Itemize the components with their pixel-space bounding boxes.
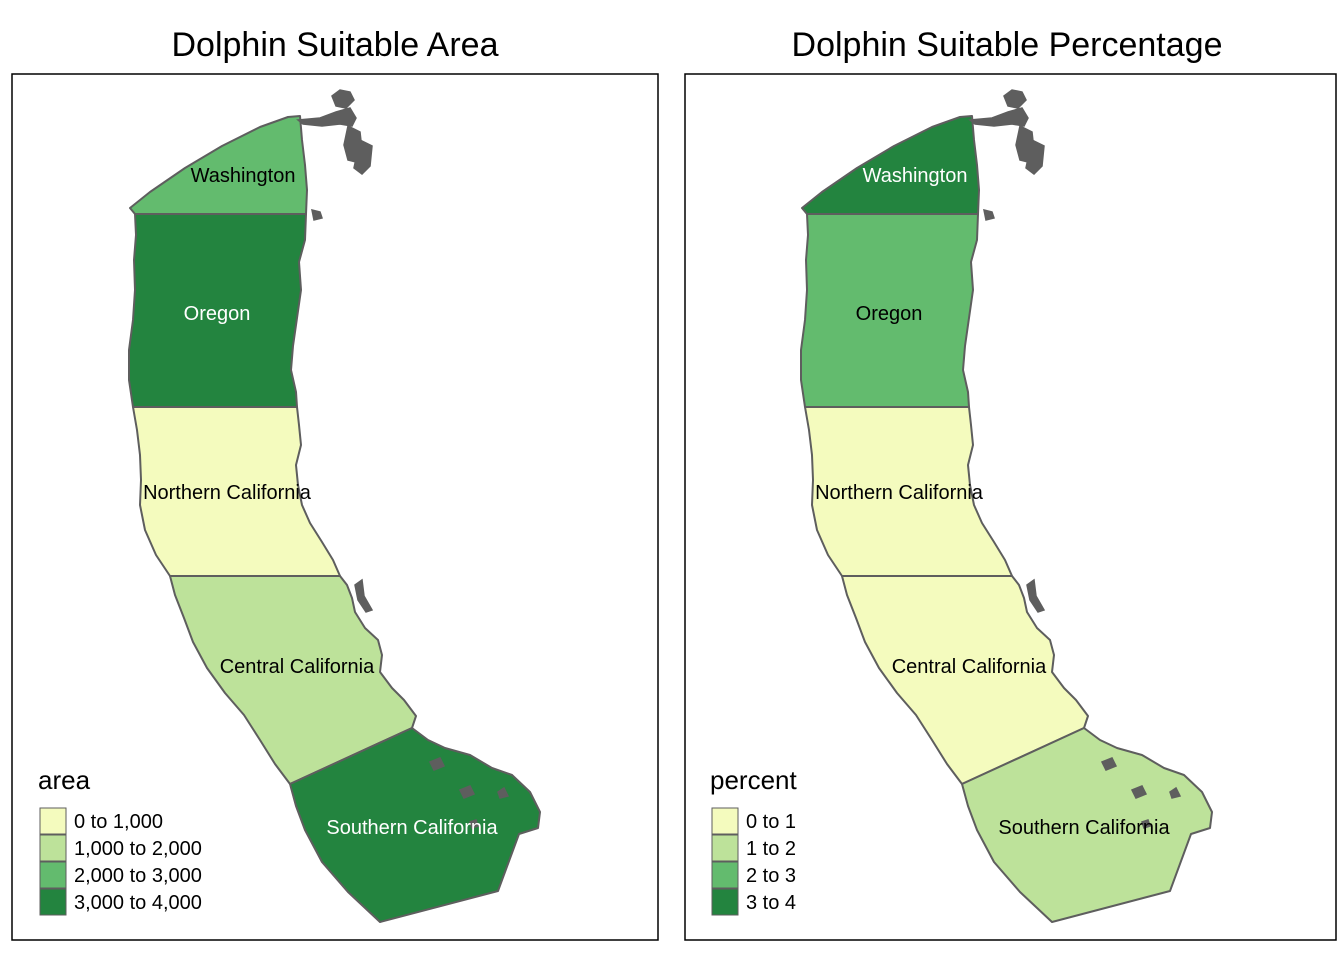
right-map-labels: Washington Oregon Northern California Centr… [815,165,1170,839]
right-map-regions [800,115,1213,923]
right-map-title: Dolphin Suitable Percentage [791,26,1223,64]
region-label-central-california: Central California [220,656,375,678]
legend-swatch [711,834,739,862]
legend-label: 0 to 1,000 [74,811,163,833]
left-map-legend: area 0 to 1,000 1,000 to 2,000 2,000 to 3,… [38,765,202,916]
region-southern-california[interactable] [961,727,1213,923]
legend-swatch [39,834,67,862]
region-label-washington: Washington [863,165,968,187]
legend-label: 3 to 4 [746,892,796,914]
region-northern-california[interactable] [804,406,1013,577]
legend-swatch [711,807,739,835]
legend-label: 2 to 3 [746,865,796,887]
right-map-frame [684,73,1337,941]
left-map-labels: Washington Oregon Northern California Centr… [143,165,498,839]
right-legend-title: percent [710,765,797,795]
legend-swatch [711,888,739,916]
region-label-oregon: Oregon [856,303,923,325]
right-map-panel: Washington Oregon Northern California Centr… [684,73,1337,941]
region-oregon[interactable] [800,213,979,408]
region-label-washington: Washington [191,165,296,187]
region-central-california[interactable] [841,575,1089,785]
region-label-central-california: Central California [892,656,1047,678]
legend-swatch [39,888,67,916]
left-map-title: Dolphin Suitable Area [171,26,499,64]
region-label-northern-california: Northern California [143,482,312,504]
legend-label: 1,000 to 2,000 [74,838,202,860]
legend-label: 1 to 2 [746,838,796,860]
legend-swatch [39,807,67,835]
right-map-coastline-details [968,89,1182,829]
region-label-southern-california: Southern California [326,817,498,839]
region-southern-california[interactable] [289,727,541,923]
legend-label: 0 to 1 [746,811,796,833]
region-label-oregon: Oregon [184,303,251,325]
legend-label: 3,000 to 4,000 [74,892,202,914]
region-northern-california[interactable] [132,406,341,577]
left-map-coastline-details [296,89,510,829]
left-map-regions [128,115,541,923]
region-label-southern-california: Southern California [998,817,1170,839]
legend-label: 2,000 to 3,000 [74,865,202,887]
region-label-northern-california: Northern California [815,482,984,504]
legend-swatch [39,861,67,889]
region-central-california[interactable] [169,575,417,785]
right-map-legend: percent 0 to 1 1 to 2 2 to 3 3 to 4 [710,765,797,916]
left-map-panel: Washington Oregon Northern California Centr… [11,73,659,941]
left-legend-title: area [38,765,91,795]
region-oregon[interactable] [128,213,307,408]
left-map-frame [11,73,659,941]
legend-swatch [711,861,739,889]
